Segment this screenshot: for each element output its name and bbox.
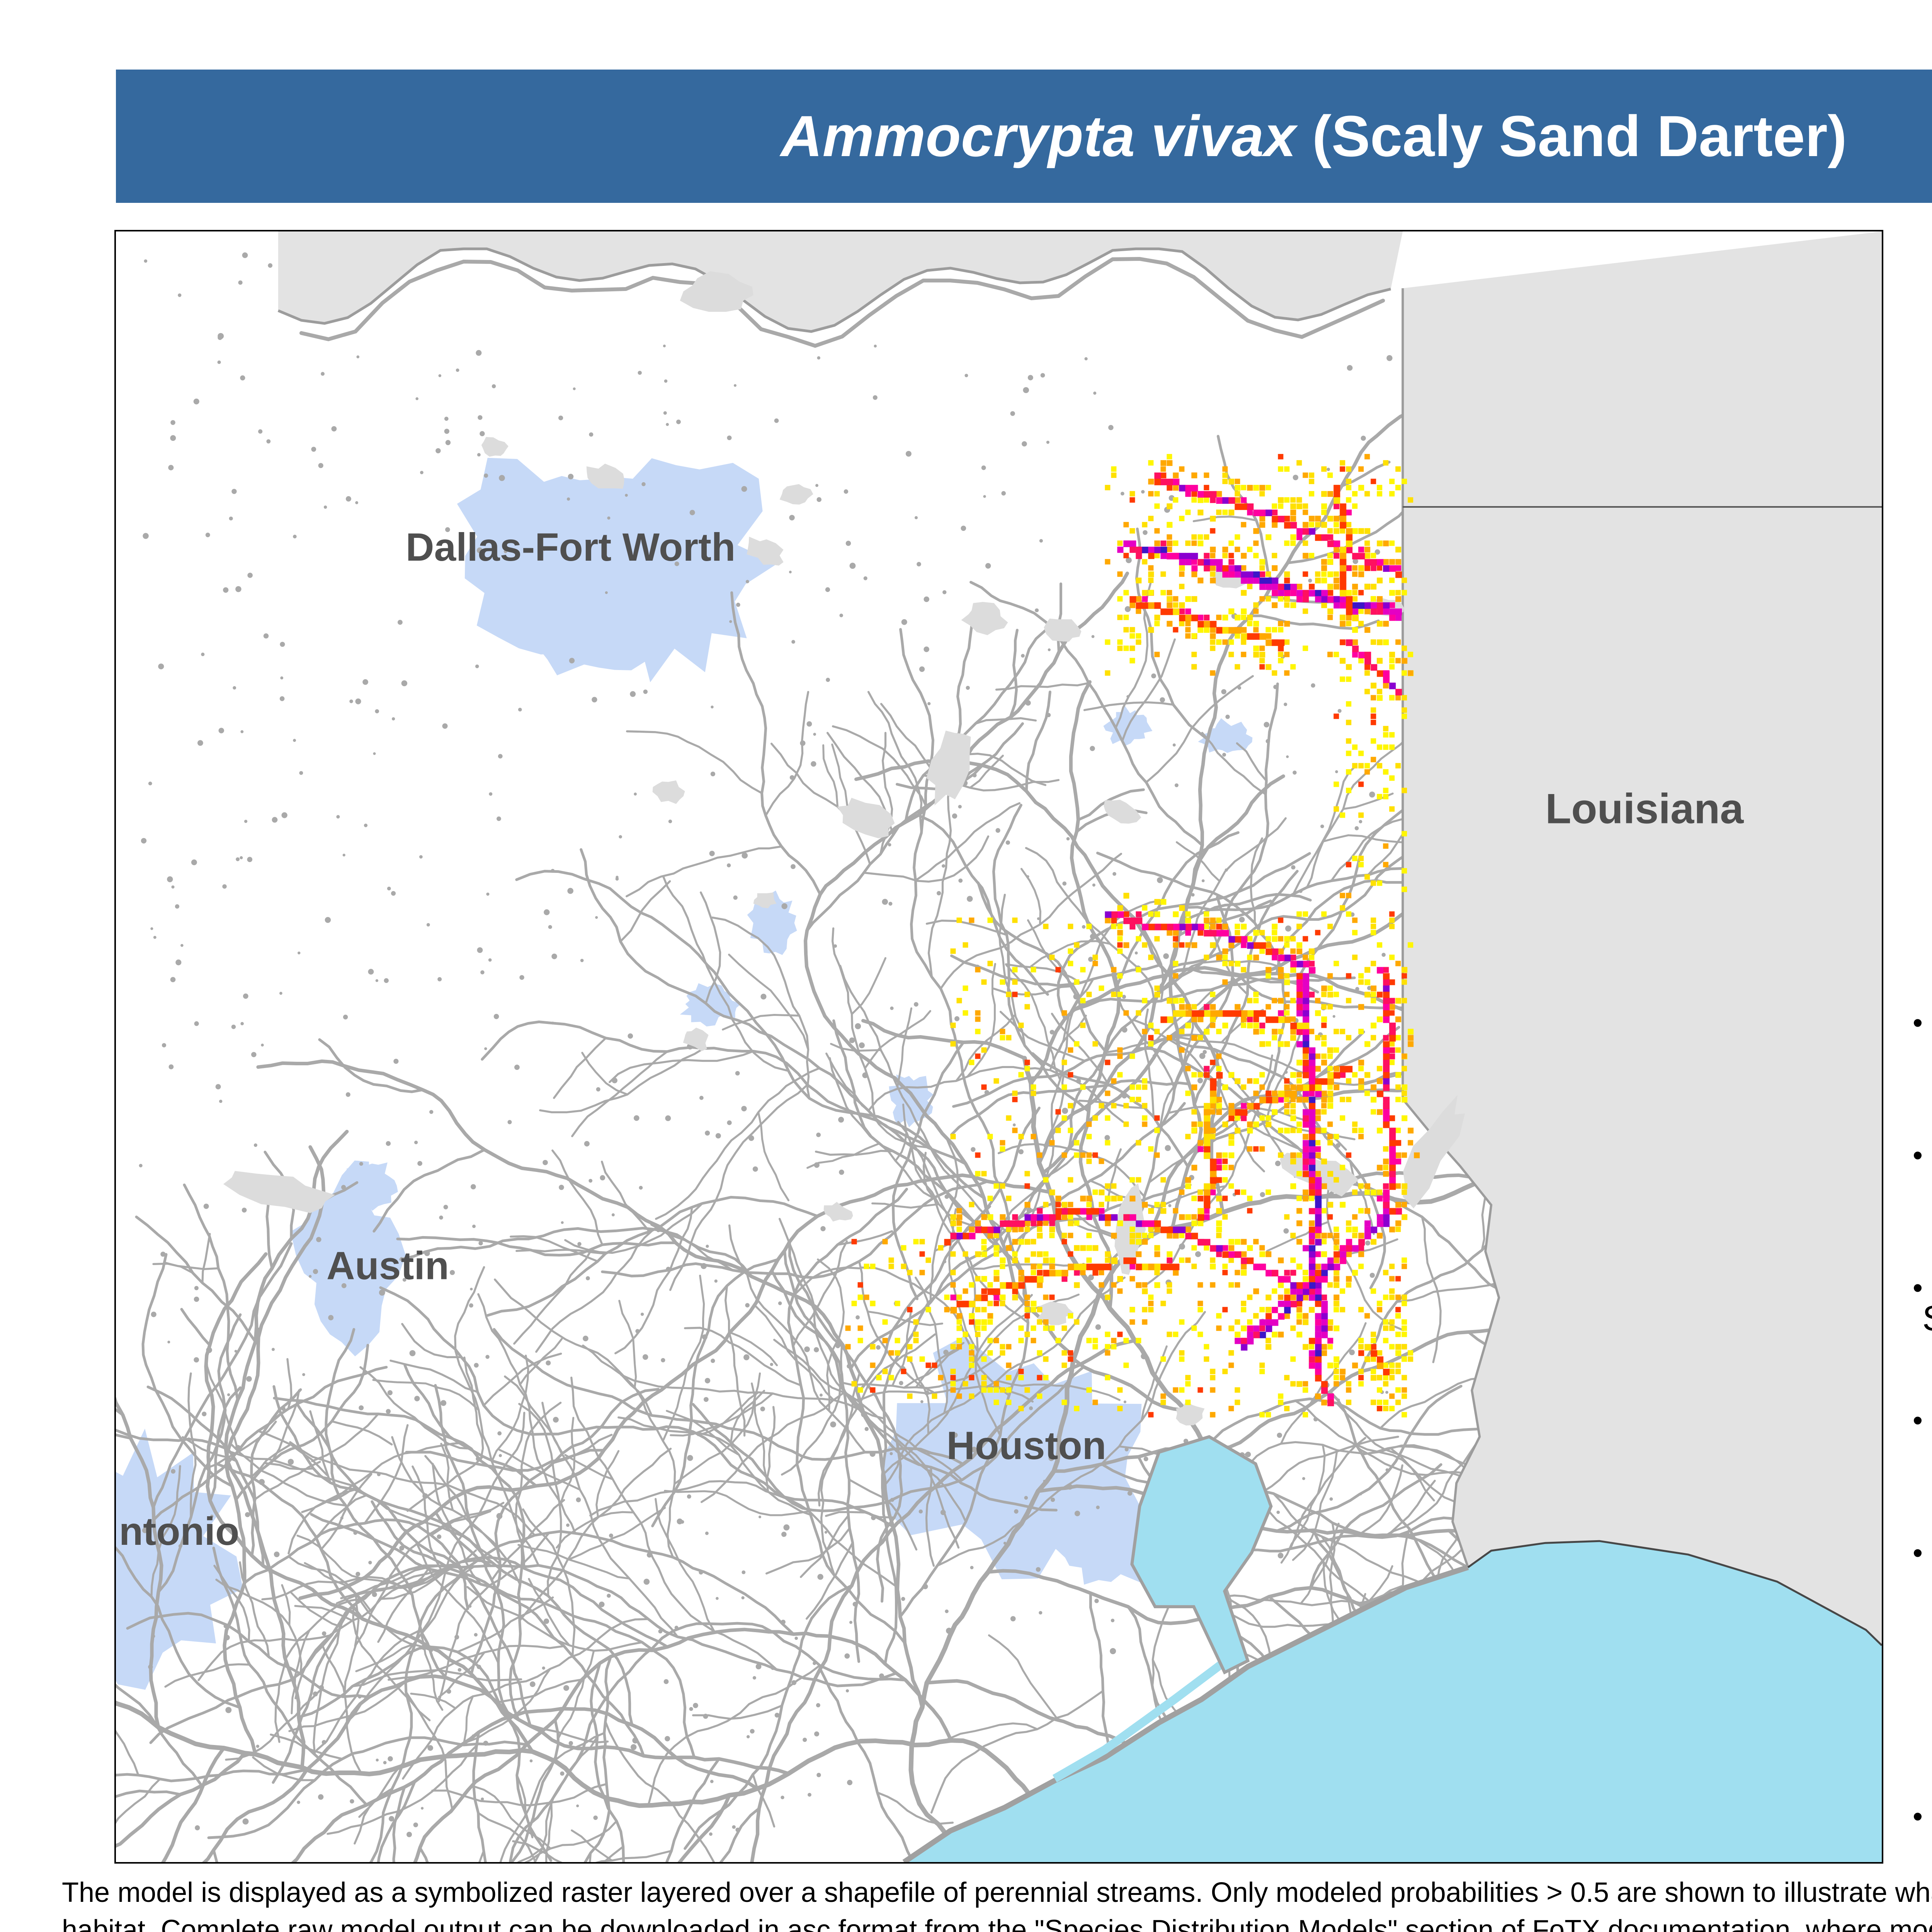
figure-caption: The model is displayed as a symbolized r… (62, 1877, 1932, 1932)
gulf-layer (902, 1435, 1882, 1862)
map-label-louisiana: Louisiana (1545, 785, 1744, 833)
maxent-item: •Total Records >1950 & with (1913, 1537, 1923, 1569)
out-of-state-layer (277, 231, 1882, 1646)
map-label-austin: Austin (327, 1243, 449, 1287)
map-label-san-antonio: ntonio (119, 1509, 239, 1553)
title-common-name: (Scaly Sand Darter) (1296, 104, 1847, 168)
title-species-name: Ammocrypta vivax (781, 104, 1296, 168)
title-bar: Ammocrypta vivax (Scaly Sand Darter) (116, 70, 1932, 203)
maxent-item: •AUC standard deviation............0.001… (1913, 1404, 1923, 1436)
lakes-layer (223, 271, 1465, 1426)
maxent-results-list: •Number of runs.........................… (1913, 912, 1932, 1932)
maxent-item: <1km error radius.....................13… (1913, 1662, 1932, 1706)
map-label-dallas-fort-worth: Dallas-Fort Worth (406, 525, 736, 569)
maxent-item: •Random training occurrences...84 (1913, 1800, 1923, 1832)
maxent-item: •Average test AUC.....................0.… (1913, 1139, 1923, 1171)
distribution-map: Dallas-Fort Worth Louisiana Austin Houst… (116, 231, 1882, 1862)
occurrence-raster-layer (845, 454, 1420, 1418)
map-label-houston: Houston (947, 1423, 1106, 1468)
methods-footnote: See FoTX documentation for methods (1922, 1298, 1932, 1339)
map-frame: Dallas-Fort Worth Louisiana Austin Houst… (114, 230, 1883, 1864)
maxent-item: •Average training AUC...............0.99… (1913, 1272, 1923, 1304)
maxent-item: •Number of runs.........................… (1913, 1007, 1923, 1039)
